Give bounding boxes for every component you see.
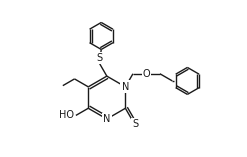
Text: N: N bbox=[122, 82, 129, 92]
Text: S: S bbox=[132, 119, 138, 129]
Text: N: N bbox=[103, 114, 110, 124]
Text: HO: HO bbox=[59, 110, 74, 120]
Text: O: O bbox=[143, 69, 150, 79]
Text: S: S bbox=[97, 53, 103, 63]
